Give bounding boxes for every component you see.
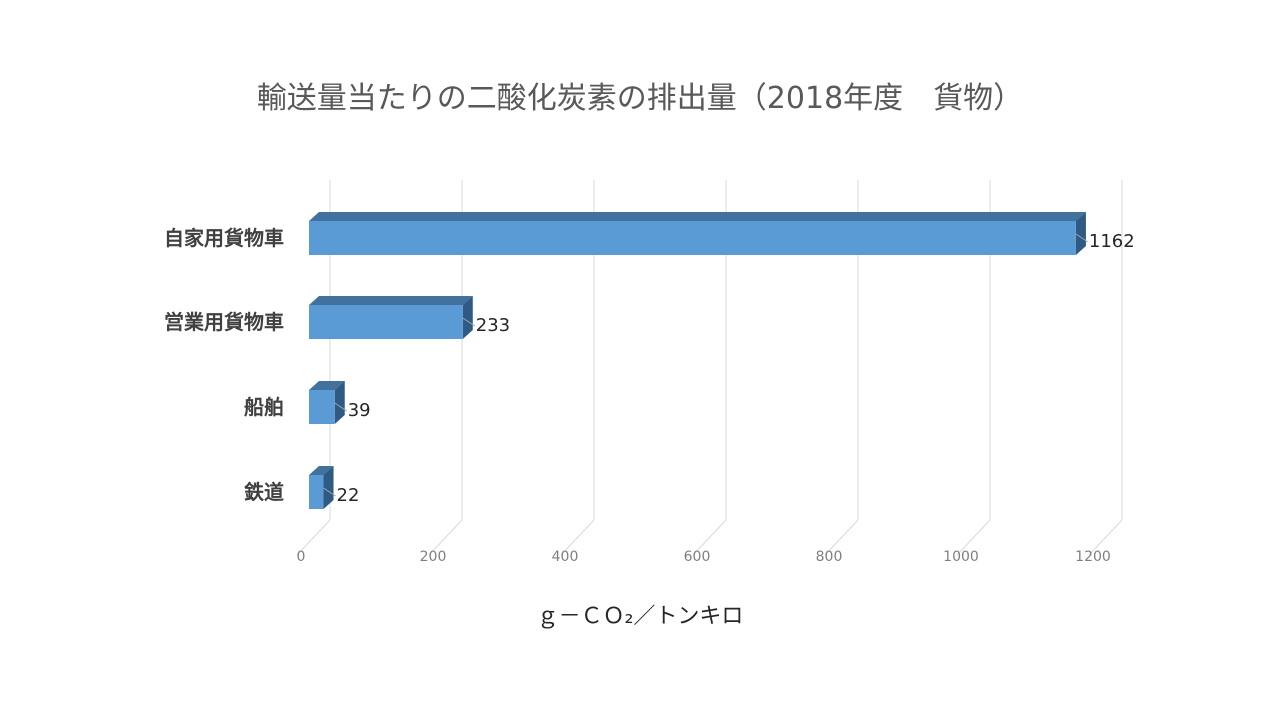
- x-tick-label: 200: [420, 549, 447, 565]
- bar-top-face: [309, 466, 334, 475]
- bar: [309, 390, 335, 424]
- gridline-floor: [956, 519, 991, 556]
- labels: 0 200 400 600 800 1000 1200 自家用貨物車 1162 営業用貨物車 233…: [164, 226, 1135, 565]
- gridline-floor: [428, 519, 463, 556]
- data-label: 22: [337, 485, 360, 506]
- data-label-leader: [334, 402, 348, 412]
- bar: [309, 475, 324, 509]
- data-label: 39: [348, 400, 371, 421]
- x-tick-label: 400: [552, 549, 579, 565]
- bars: [309, 212, 1086, 509]
- bar-side-face: [323, 466, 334, 509]
- y-category-label: 営業用貨物車: [164, 310, 284, 334]
- bar-side-face: [1075, 212, 1086, 255]
- y-category-label: 自家用貨物車: [164, 226, 284, 250]
- gridline-floor: [296, 519, 331, 556]
- bar: [309, 221, 1076, 255]
- bar: [309, 305, 463, 339]
- y-category-label: 船舶: [244, 395, 284, 419]
- data-label-leader: [323, 487, 336, 497]
- chart-title: 輸送量当たりの二酸化炭素の排出量（2018年度 貨物）: [257, 81, 1023, 116]
- gridline-floor: [824, 519, 859, 556]
- y-category-label: 鉄道: [244, 480, 284, 504]
- bar-top-face: [309, 212, 1086, 221]
- x-tick-label: 0: [297, 549, 306, 565]
- x-tick-label: 800: [816, 549, 843, 565]
- gridline-floor: [1088, 519, 1123, 556]
- data-label-leader: [462, 317, 476, 327]
- bar-top-face: [309, 296, 473, 305]
- x-tick-label: 600: [684, 549, 711, 565]
- data-label: 1162: [1089, 231, 1135, 252]
- gridline-floor: [560, 519, 595, 556]
- data-label: 233: [476, 315, 510, 336]
- bar-side-face: [462, 296, 473, 339]
- x-tick-label: 1000: [943, 549, 979, 565]
- bar-top-face: [309, 381, 345, 390]
- data-label-leader: [1075, 233, 1089, 243]
- x-axis-title: ｇ－ＣＯ₂／トンキロ: [537, 604, 744, 629]
- bar-side-face: [334, 381, 345, 424]
- gridline-floor: [692, 519, 727, 556]
- x-tick-label: 1200: [1075, 549, 1111, 565]
